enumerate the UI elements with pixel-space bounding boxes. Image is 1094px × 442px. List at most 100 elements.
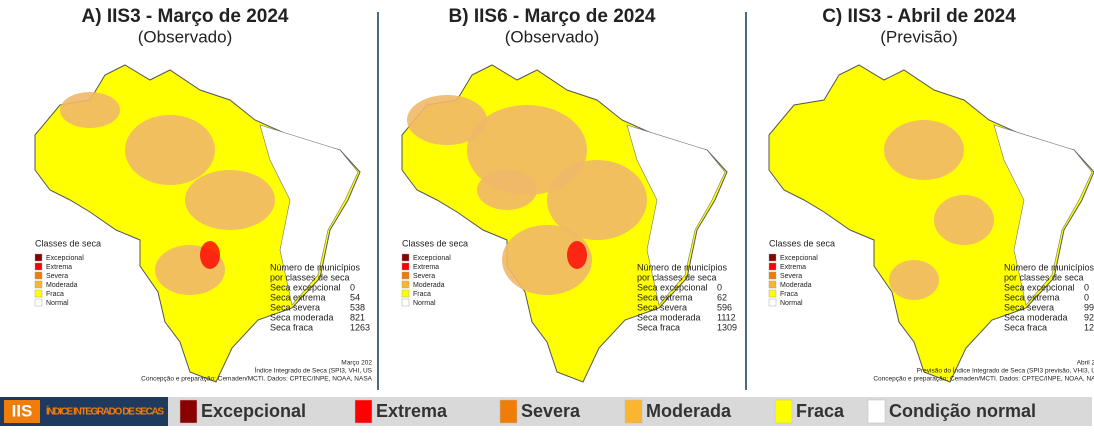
panel-title: B) IIS6 - Março de 2024 xyxy=(449,6,656,27)
legend-bar-swatch xyxy=(354,399,373,424)
row-label: Seca fraca xyxy=(637,322,680,332)
map-dry-area xyxy=(60,92,120,128)
table-title: por classes de seca xyxy=(270,272,350,282)
legend-bar-label: Severa xyxy=(521,401,581,421)
legend-label: Excepcional xyxy=(780,255,818,262)
panel: A) IIS3 - Março de 2024(Observado) Classe… xyxy=(34,6,373,383)
row-value: 924 xyxy=(1084,312,1094,322)
map-normal-area xyxy=(993,124,1093,306)
legend-bar-label: Condição normal xyxy=(889,401,1036,421)
legend-swatch xyxy=(401,289,410,298)
row-label: Seca moderada xyxy=(1004,312,1068,322)
map-dry-area xyxy=(125,115,215,185)
legend-label: Normal xyxy=(413,300,436,307)
map-dry-area xyxy=(407,95,487,145)
map-dry-area xyxy=(884,120,964,180)
panel-title: A) IIS3 - Março de 2024 xyxy=(82,6,289,27)
row-label: Seca excepcional xyxy=(637,282,708,292)
legend-swatch xyxy=(34,262,43,271)
row-label: Seca excepcional xyxy=(270,282,341,292)
panel: B) IIS6 - Março de 2024(Observado) Classe… xyxy=(401,6,737,383)
legend-swatch xyxy=(401,262,410,271)
row-value: 62 xyxy=(717,292,727,302)
legend-label: Extrema xyxy=(780,264,806,271)
legend-bar-label: Extrema xyxy=(376,401,448,421)
row-value: 0 xyxy=(350,282,355,292)
row-value: 538 xyxy=(350,302,365,312)
panel-subtitle: (Previsão) xyxy=(880,27,957,46)
legend-swatch xyxy=(401,271,410,280)
map-dry-area xyxy=(547,160,647,240)
footer-text: Concepção e preparação: Cemaden/MCTI. Da… xyxy=(141,376,373,383)
map-dry-area xyxy=(502,225,592,295)
legend-swatch xyxy=(34,271,43,280)
legend-swatch xyxy=(768,280,777,289)
row-label: Seca fraca xyxy=(270,322,313,332)
table-title: Número de municípios xyxy=(637,262,728,272)
legend-label: Moderada xyxy=(780,282,812,289)
row-value: 1287 xyxy=(1084,322,1094,332)
map-dry-area xyxy=(889,260,939,300)
footer-text: Índice Integrado de Seca (SPI3, VHI, US xyxy=(255,366,373,375)
row-label: Seca severa xyxy=(637,302,687,312)
legend-swatch xyxy=(34,253,43,262)
footer-text: Concepção e preparação: Cemaden/MCTI. Da… xyxy=(873,376,1094,383)
row-value: 821 xyxy=(350,312,365,322)
legend-label: Excepcional xyxy=(46,255,84,262)
legend-label: Severa xyxy=(413,273,435,280)
row-value: 0 xyxy=(717,282,722,292)
legend-bar-label: Excepcional xyxy=(201,401,306,421)
row-label: Seca extrema xyxy=(637,292,693,302)
legend-swatch xyxy=(34,289,43,298)
row-label: Seca severa xyxy=(1004,302,1054,312)
logo-text: IIS xyxy=(12,401,33,420)
table-title: por classes de seca xyxy=(637,272,717,282)
legend-swatch xyxy=(401,253,410,262)
legend-swatch xyxy=(768,298,777,307)
map-severe-area xyxy=(567,241,587,269)
legend-label: Fraca xyxy=(780,291,798,298)
legend-swatch xyxy=(768,253,777,262)
legend-bar-label: Fraca xyxy=(796,401,845,421)
legend-label: Fraca xyxy=(46,291,64,298)
row-label: Seca fraca xyxy=(1004,322,1047,332)
row-label: Seca extrema xyxy=(270,292,326,302)
row-value: 1263 xyxy=(350,322,370,332)
legend-label: Fraca xyxy=(413,291,431,298)
footer-text: Abril 2024 xyxy=(1077,360,1094,367)
legend-label: Excepcional xyxy=(413,255,451,262)
map-normal-area xyxy=(626,124,726,306)
legend-bar-swatch xyxy=(624,399,643,424)
row-label: Seca severa xyxy=(270,302,320,312)
legend-label: Severa xyxy=(780,273,802,280)
logo-name: ÍNDICE INTEGRADO DE SECAS xyxy=(46,405,164,418)
legend-swatch xyxy=(34,280,43,289)
legend-title: Classes de seca xyxy=(402,238,468,248)
table-title: Número de municípios xyxy=(270,262,361,272)
legend-label: Moderada xyxy=(413,282,445,289)
legend-swatch xyxy=(401,280,410,289)
panel-title: C) IIS3 - Abril de 2024 xyxy=(822,6,1016,27)
legend-title: Classes de seca xyxy=(769,238,835,248)
map-severe-area xyxy=(200,241,220,269)
row-value: 0 xyxy=(1084,282,1089,292)
row-value: 54 xyxy=(350,292,360,302)
panel-subtitle: (Observado) xyxy=(138,27,232,46)
panel-subtitle: (Observado) xyxy=(505,27,599,46)
row-label: Seca moderada xyxy=(637,312,701,322)
row-label: Seca moderada xyxy=(270,312,334,322)
legend-swatch xyxy=(401,298,410,307)
legend-swatch xyxy=(34,298,43,307)
row-value: 0 xyxy=(1084,292,1089,302)
table-title: por classes de seca xyxy=(1004,272,1084,282)
footer-text: Previsão do Índice Integrado de Seca (SP… xyxy=(917,366,1094,375)
map-dry-area xyxy=(477,170,537,210)
legend-label: Severa xyxy=(46,273,68,280)
legend-bar-swatch xyxy=(867,399,886,424)
row-label: Seca excepcional xyxy=(1004,282,1075,292)
legend-bar-swatch xyxy=(499,399,518,424)
legend-label: Normal xyxy=(46,300,69,307)
legend-bar-swatch xyxy=(774,399,793,424)
